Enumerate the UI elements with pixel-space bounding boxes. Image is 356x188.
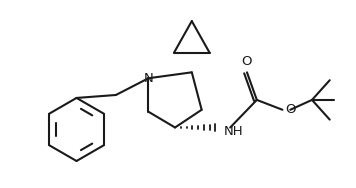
Text: NH: NH (223, 125, 243, 138)
Text: N: N (143, 72, 153, 85)
Text: O: O (242, 55, 252, 68)
Text: O: O (286, 103, 296, 116)
